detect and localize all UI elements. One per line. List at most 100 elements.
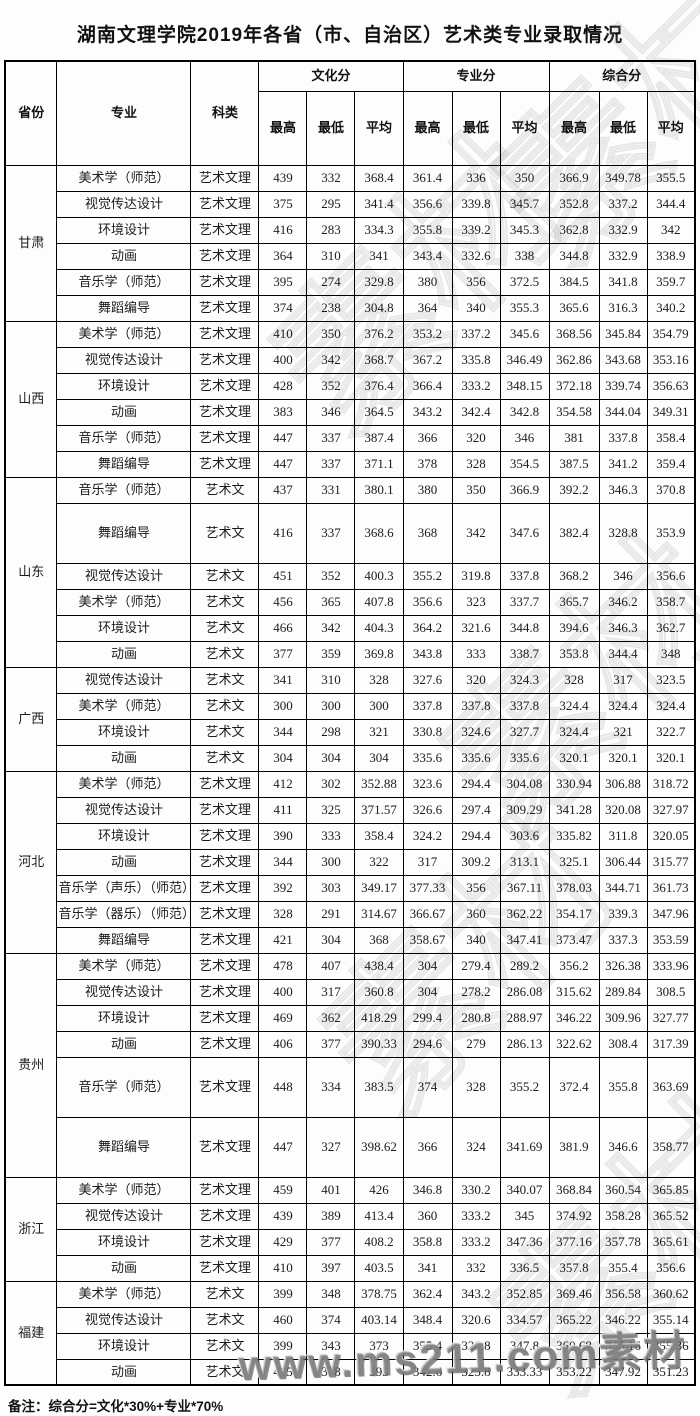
score-cell: 337.3 bbox=[598, 926, 648, 954]
score-cell: 378 bbox=[402, 450, 453, 478]
score-cell: 309.96 bbox=[598, 1004, 648, 1032]
score-cell: 318.72 bbox=[646, 770, 696, 798]
score-cell: 459 bbox=[258, 1176, 308, 1204]
score-cell: 325 bbox=[306, 796, 356, 824]
score-cell: 380.1 bbox=[354, 476, 404, 504]
score-cell: 339.74 bbox=[598, 372, 648, 400]
score-cell: 334 bbox=[306, 1056, 356, 1118]
score-cell: 366.67 bbox=[402, 900, 453, 928]
score-cell: 353.9 bbox=[646, 502, 696, 564]
score-cell: 342 bbox=[646, 216, 696, 244]
major-cell: 环境设计 bbox=[56, 1332, 192, 1360]
score-cell: 341 bbox=[258, 666, 308, 694]
page-title: 湖南文理学院2019年各省（市、自治区）艺术类专业录取情况 bbox=[76, 25, 624, 46]
score-cell: 359 bbox=[306, 640, 356, 668]
score-cell: 346.22 bbox=[598, 1306, 648, 1334]
score-cell: 353.59 bbox=[646, 926, 696, 954]
table-header: 省份 专业 科类 文化分 专业分 综合分 最高 最低 平均 最高 最低 平均 最… bbox=[4, 60, 696, 166]
category-cell: 艺术文理 bbox=[190, 216, 260, 244]
score-cell: 381 bbox=[548, 424, 600, 452]
score-cell: 344.71 bbox=[598, 874, 648, 902]
table-row: 视觉传达设计 艺术文 460 374 403.14 348.4 320.6 334.57 365… bbox=[5, 1306, 696, 1334]
score-cell: 291 bbox=[306, 900, 356, 928]
score-cell: 358.67 bbox=[402, 926, 453, 954]
score-cell: 377 bbox=[306, 1030, 356, 1058]
score-cell: 339.8 bbox=[451, 190, 501, 218]
score-cell: 365.6 bbox=[548, 294, 600, 322]
score-cell: 334.3 bbox=[354, 216, 404, 244]
score-cell: 377 bbox=[306, 1228, 356, 1256]
score-cell: 352 bbox=[306, 372, 356, 400]
score-cell: 295 bbox=[306, 190, 356, 218]
table-row: 环境设计 艺术文理 429 377 408.2 358.8 333.2 347.36 377.1… bbox=[5, 1228, 696, 1256]
score-cell: 343.2 bbox=[402, 398, 453, 426]
score-cell: 356.58 bbox=[598, 1280, 648, 1308]
score-cell: 320.1 bbox=[646, 744, 696, 772]
score-cell: 347.92 bbox=[598, 1358, 648, 1386]
category-cell: 艺术文理 bbox=[190, 190, 260, 218]
score-cell: 324.3 bbox=[499, 666, 550, 694]
score-cell: 374 bbox=[258, 294, 308, 322]
score-cell: 415 bbox=[258, 1358, 308, 1386]
score-cell: 346 bbox=[306, 398, 356, 426]
score-cell: 344 bbox=[258, 848, 308, 876]
score-cell: 346.2 bbox=[598, 588, 648, 616]
table-row: 广西 视觉传达设计 艺术文 341 310 328 327.6 320 324.3 328 317 3… bbox=[4, 666, 696, 772]
score-cell: 303.6 bbox=[499, 822, 550, 850]
score-cell: 358.4 bbox=[354, 822, 404, 850]
score-cell: 378 bbox=[306, 1358, 356, 1386]
score-cell: 374 bbox=[402, 1056, 453, 1118]
score-cell: 286.13 bbox=[499, 1030, 550, 1058]
score-cell: 366.4 bbox=[402, 372, 453, 400]
score-cell: 337.2 bbox=[598, 190, 648, 218]
score-cell: 399 bbox=[258, 1280, 308, 1308]
table-row: 动画 艺术文理 410 397 403.5 341 332 336.5 357.8 355.4 35… bbox=[5, 1254, 696, 1282]
score-cell: 406 bbox=[258, 1030, 308, 1058]
major-cell: 视觉传达设计 bbox=[56, 562, 192, 590]
province-cell: 山西 bbox=[4, 320, 58, 478]
score-cell: 326.8 bbox=[451, 1332, 501, 1360]
score-cell: 289.84 bbox=[598, 978, 648, 1006]
score-cell: 356 bbox=[451, 874, 501, 902]
score-cell: 344.8 bbox=[499, 614, 550, 642]
score-cell: 330.94 bbox=[548, 770, 600, 798]
score-cell: 428 bbox=[258, 372, 308, 400]
score-cell: 360 bbox=[451, 900, 501, 928]
score-cell: 317.39 bbox=[646, 1030, 696, 1058]
score-cell: 412 bbox=[258, 770, 308, 798]
score-cell: 332.6 bbox=[451, 242, 501, 270]
score-cell: 375 bbox=[258, 190, 308, 218]
major-cell: 美术学（师范） bbox=[56, 164, 192, 192]
score-cell: 337.7 bbox=[499, 588, 550, 616]
category-cell: 艺术文理 bbox=[190, 294, 260, 322]
major-cell: 视觉传达设计 bbox=[56, 666, 192, 694]
score-cell: 299.4 bbox=[402, 1004, 453, 1032]
score-cell: 332.9 bbox=[598, 216, 648, 244]
score-cell: 362 bbox=[306, 1004, 356, 1032]
score-cell: 478 bbox=[258, 952, 308, 980]
score-cell: 328 bbox=[451, 450, 501, 478]
score-cell: 337.8 bbox=[402, 692, 453, 720]
score-cell: 353.2 bbox=[402, 320, 453, 348]
score-cell: 342 bbox=[451, 502, 501, 564]
score-cell: 315.62 bbox=[548, 978, 600, 1006]
score-cell: 352.8 bbox=[548, 190, 600, 218]
table-row: 环境设计 艺术文 466 342 404.3 364.2 321.6 344.8 394.6 34… bbox=[5, 614, 696, 642]
header-composite-max: 最高 bbox=[548, 90, 600, 166]
major-cell: 视觉传达设计 bbox=[56, 796, 192, 824]
score-cell: 283 bbox=[306, 216, 356, 244]
score-cell: 353.8 bbox=[548, 640, 600, 668]
score-cell: 362.4 bbox=[402, 1280, 453, 1308]
score-cell: 358.7 bbox=[646, 588, 696, 616]
score-cell: 383 bbox=[258, 398, 308, 426]
score-cell: 337.2 bbox=[451, 320, 501, 348]
score-cell: 346.8 bbox=[402, 1176, 453, 1204]
header-professional-avg: 平均 bbox=[499, 90, 550, 166]
score-cell: 327 bbox=[306, 1116, 356, 1178]
score-cell: 304.08 bbox=[499, 770, 550, 798]
score-cell: 356.6 bbox=[402, 190, 453, 218]
score-cell: 341 bbox=[354, 242, 404, 270]
score-cell: 327.97 bbox=[646, 796, 696, 824]
province-cell: 甘肃 bbox=[4, 164, 58, 322]
